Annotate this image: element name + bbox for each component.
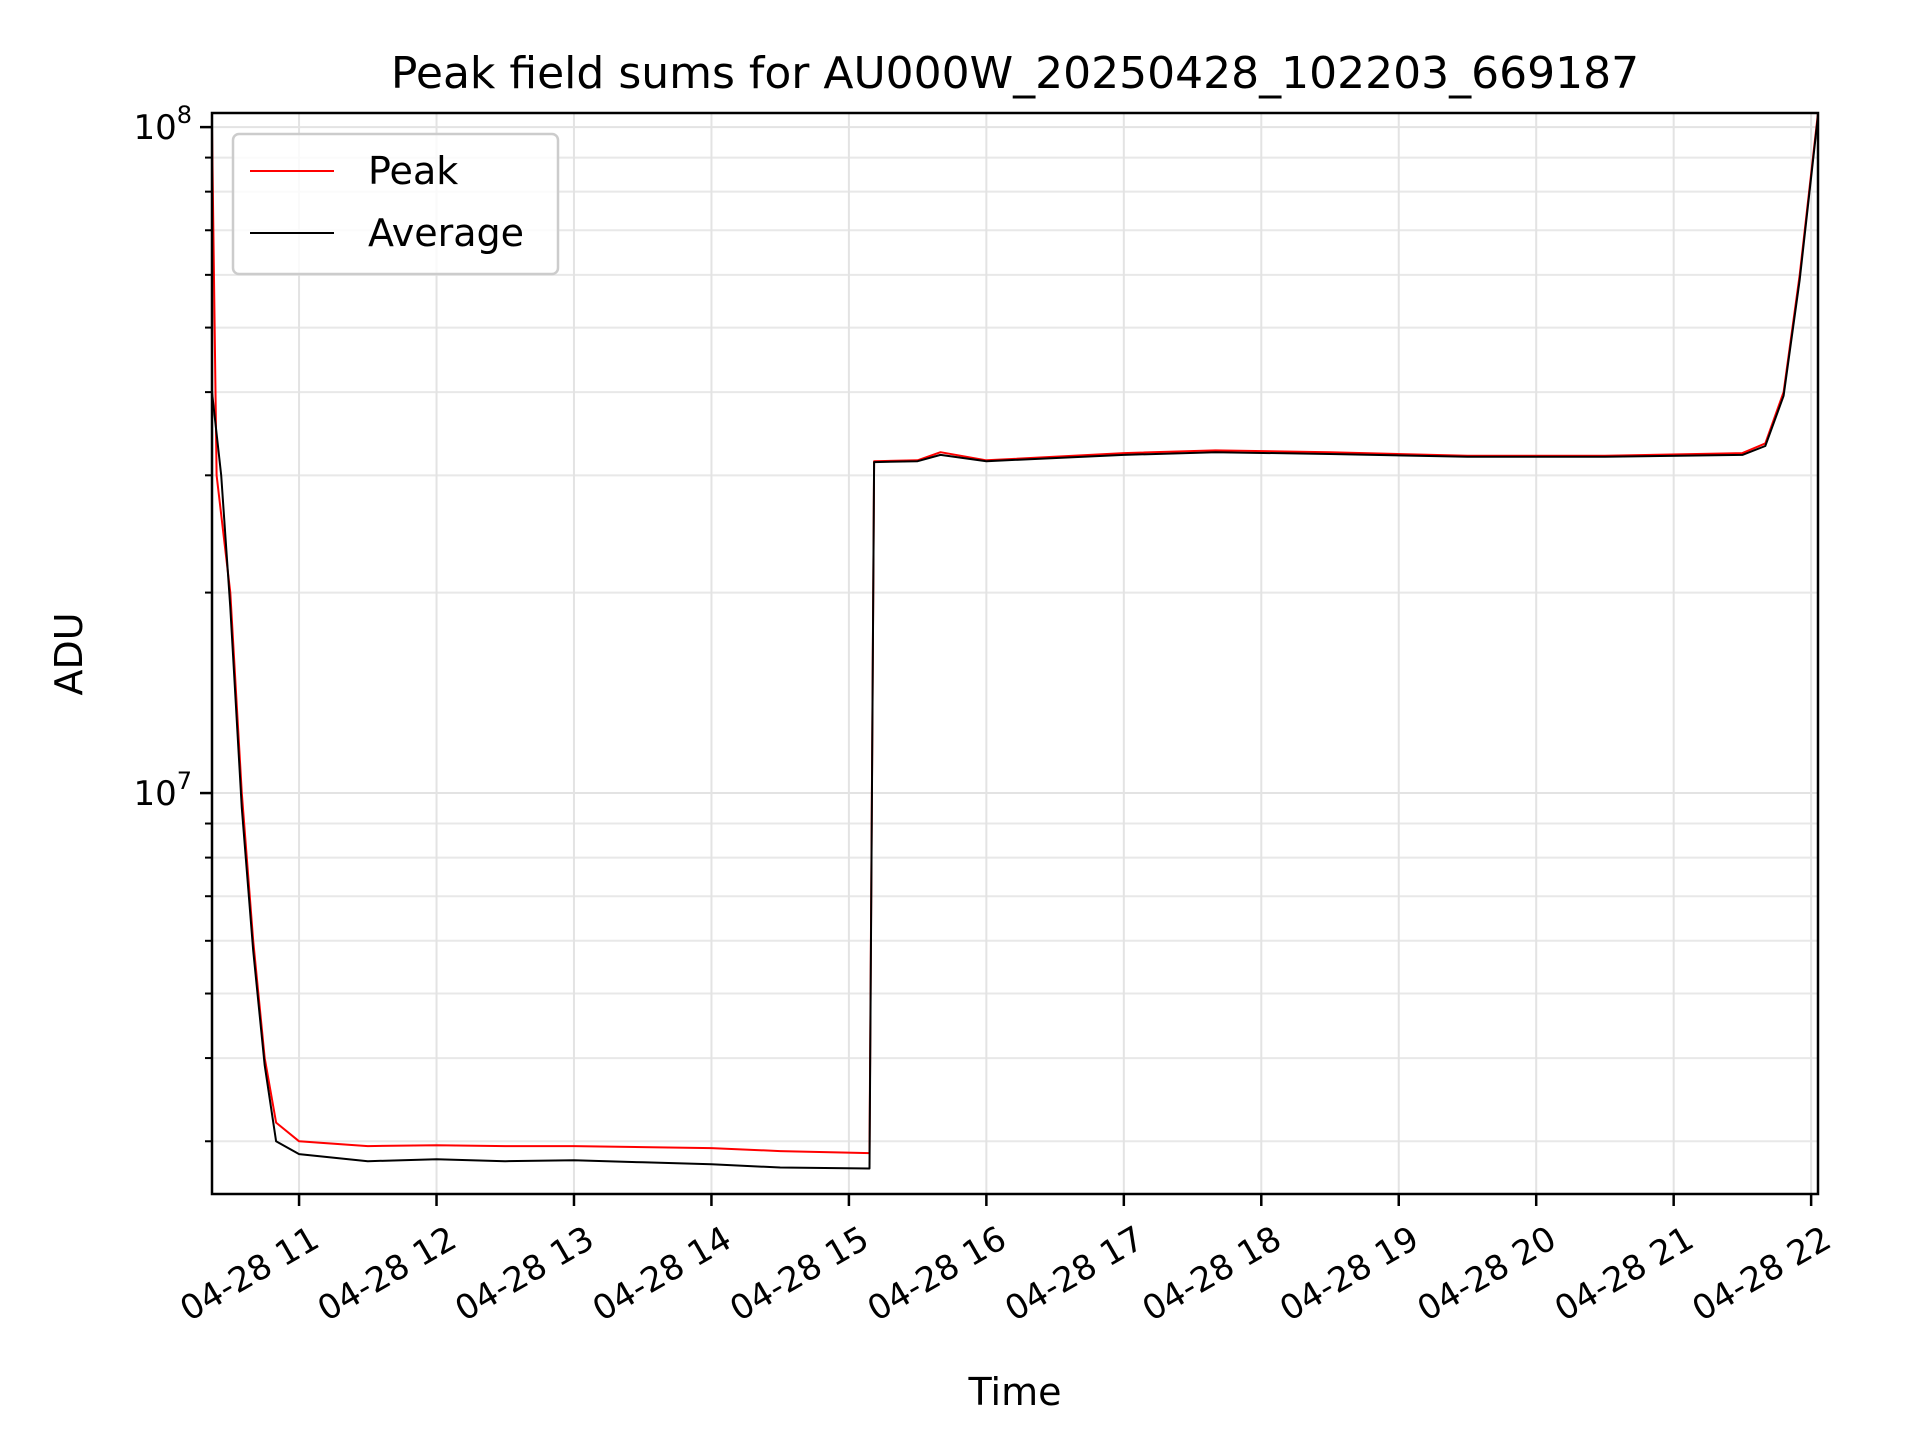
legend-box — [231, 132, 560, 276]
series-layer — [211, 112, 1819, 1170]
legend: Peak Average — [231, 132, 560, 276]
y-tick-label-base: 10 — [133, 108, 176, 148]
x-tick-label: 04-28 11 — [174, 1219, 326, 1330]
x-tick-label: 04-28 21 — [1548, 1219, 1700, 1330]
x-tick-label: 04-28 14 — [586, 1219, 738, 1330]
y-axis-label: ADU — [47, 612, 91, 695]
x-tick-label: 04-28 16 — [861, 1219, 1013, 1330]
chart-title: Peak field sums for AU000W_20250428_1022… — [391, 48, 1639, 99]
plot-frame — [210, 111, 1820, 1196]
x-tick-label: 04-28 12 — [311, 1219, 463, 1330]
y-tick-label-exponent: 8 — [177, 101, 192, 129]
x-tick-label: 04-28 17 — [998, 1219, 1150, 1330]
x-tick-label: 04-28 22 — [1686, 1219, 1838, 1330]
y-tick-label-base: 10 — [133, 774, 176, 814]
grid — [212, 113, 1818, 1194]
x-tick-label: 04-28 18 — [1136, 1219, 1288, 1330]
series-line-average — [211, 115, 1819, 1170]
x-tick-label: 04-28 19 — [1273, 1219, 1425, 1330]
legend-entry-peak: Peak — [368, 149, 458, 193]
x-tick-label: 04-28 15 — [723, 1219, 875, 1330]
legend-entry-average: Average — [368, 211, 524, 255]
y-tick-label: 108 — [133, 101, 192, 148]
x-tick-label: 04-28 13 — [448, 1219, 600, 1330]
y-tick-label-exponent: 7 — [177, 767, 192, 795]
x-axis-label: Time — [968, 1370, 1062, 1414]
x-tick-label: 04-28 20 — [1411, 1219, 1563, 1330]
y-tick-label: 107 — [133, 767, 192, 814]
